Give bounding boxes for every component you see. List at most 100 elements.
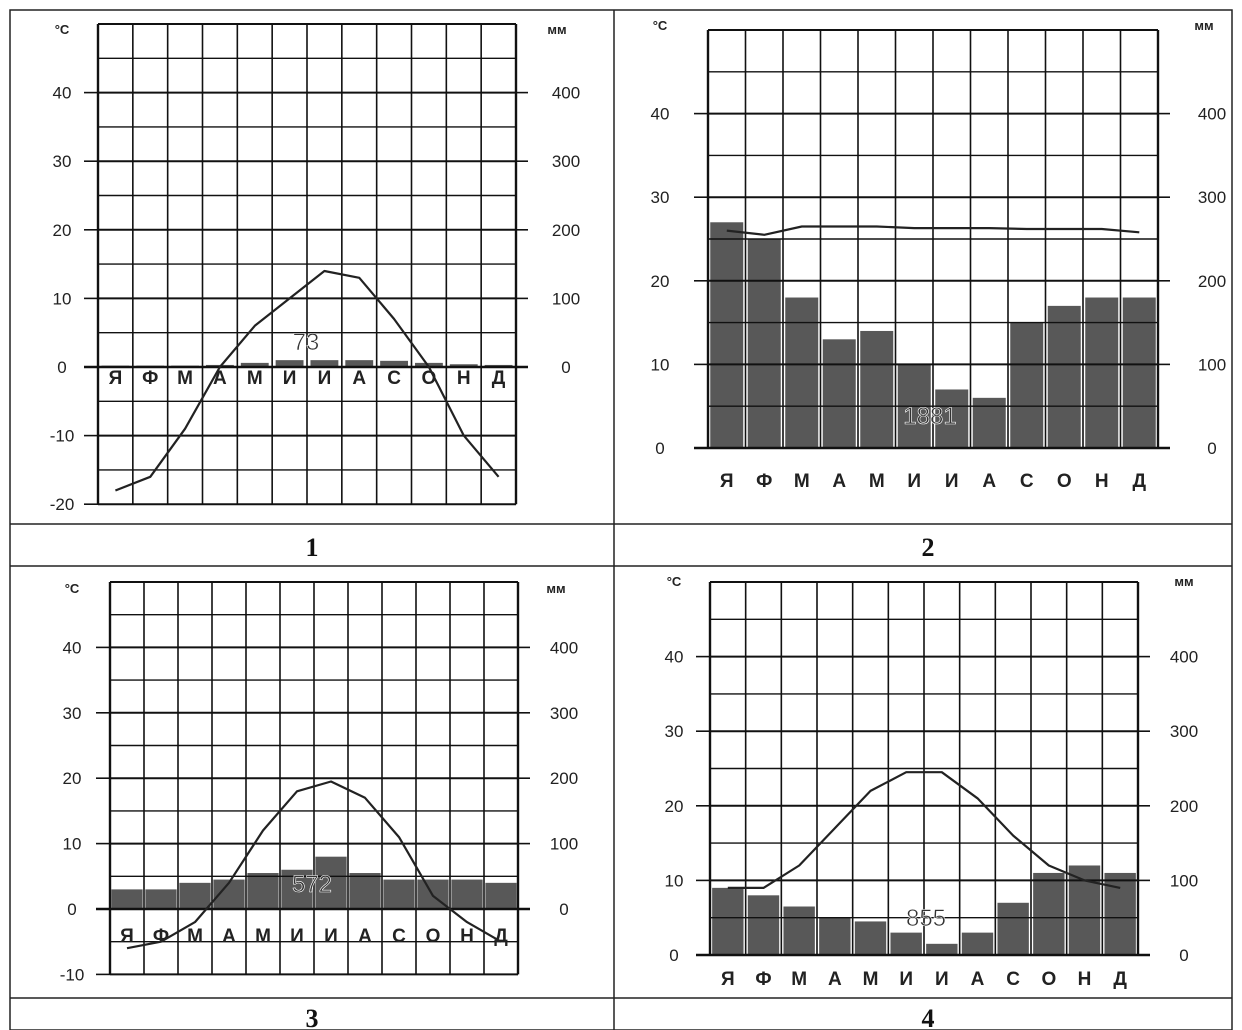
month-label-12: Д [494, 926, 508, 947]
precip-tick-label: 200 [550, 769, 578, 788]
precip-bar-7 [310, 360, 339, 367]
precip-bar-8 [349, 873, 381, 909]
precip-tick-label: 100 [550, 835, 578, 854]
precip-tick-label: 0 [561, 358, 570, 377]
temp-tick-label: -10 [50, 427, 75, 446]
month-label-1: Я [720, 471, 734, 492]
precip-bar-2 [747, 895, 780, 955]
month-label-8: А [352, 368, 366, 389]
temp-tick-label: 10 [53, 289, 72, 308]
temp-tick-label: 0 [57, 358, 66, 377]
month-label-1: Я [109, 368, 123, 389]
temp-unit-label: °C [55, 22, 70, 37]
temp-unit-label: °C [653, 18, 668, 33]
precip-bar-9 [1010, 322, 1044, 448]
precip-bar-11 [1068, 865, 1101, 955]
temp-tick-label: 30 [63, 704, 82, 723]
month-label-12: Д [1132, 471, 1146, 492]
precip-tick-label: 100 [1170, 871, 1198, 890]
month-label-3: М [177, 368, 193, 389]
temp-tick-label: 40 [53, 84, 72, 103]
precip-bar-12 [1122, 297, 1156, 448]
precip-bar-10 [1033, 872, 1065, 955]
caption-row: 1 2 3 4 [306, 533, 935, 1030]
month-label-11: Н [460, 926, 474, 947]
month-label-6: И [899, 969, 913, 990]
precip-bar-1 [111, 889, 143, 909]
precip-tick-label: 100 [1198, 355, 1226, 374]
month-label-7: И [324, 926, 338, 947]
precip-bar-5 [247, 873, 279, 909]
annual-precip-total: 73 [293, 329, 320, 356]
month-label-2: Ф [755, 969, 771, 990]
precip-bar-5 [860, 330, 894, 448]
month-label-3: М [794, 471, 810, 492]
precip-bar-6 [890, 932, 922, 955]
precip-bar-10 [414, 362, 443, 367]
precip-tick-label: 0 [1179, 946, 1188, 965]
month-label-4: А [213, 368, 227, 389]
temp-tick-label: 10 [63, 835, 82, 854]
temp-tick-label: 20 [665, 797, 684, 816]
temp-tick-label: 0 [669, 946, 678, 965]
month-label-7: И [945, 471, 959, 492]
table-frame [9, 9, 1233, 1030]
month-label-5: М [869, 471, 885, 492]
precip-bar-11 [1085, 297, 1119, 448]
chart-caption-1: 1 [306, 533, 319, 562]
temp-tick-label: 0 [67, 900, 76, 919]
chart-grid [694, 29, 1170, 450]
precip-unit-label: мм [547, 22, 566, 37]
precip-bar-10 [1047, 305, 1081, 448]
precip-bar-4 [819, 917, 851, 955]
precip-tick-label: 200 [1170, 797, 1198, 816]
month-label-11: Н [457, 368, 471, 389]
month-label-1: Я [721, 969, 735, 990]
temp-tick-label: -10 [60, 965, 85, 984]
precip-bar-1 [710, 222, 744, 448]
chart-caption-3: 3 [306, 1004, 319, 1030]
month-label-8: А [358, 926, 372, 947]
precip-bar-11 [449, 364, 478, 367]
month-label-6: И [283, 368, 297, 389]
month-label-1: Я [120, 926, 134, 947]
precip-tick-label: 100 [552, 289, 580, 308]
temperature-line [114, 269, 500, 492]
precip-tick-label: 400 [1198, 105, 1226, 124]
precip-tick-label: 300 [552, 152, 580, 171]
precip-bar-7 [935, 389, 969, 448]
precip-tick-label: 300 [1170, 722, 1198, 741]
month-label-8: А [971, 969, 985, 990]
precip-bar-2 [145, 889, 177, 909]
temp-tick-label: 40 [665, 648, 684, 667]
chart-grid [84, 23, 528, 506]
precip-bar-6 [275, 360, 304, 367]
temp-tick-label: 30 [53, 152, 72, 171]
precip-bar-8 [972, 397, 1006, 448]
month-label-12: Д [492, 368, 506, 389]
precip-tick-label: 0 [1207, 439, 1216, 458]
precip-tick-label: 400 [1170, 648, 1198, 667]
month-label-10: О [1057, 471, 1072, 492]
precip-bar-5 [240, 362, 269, 367]
temp-tick-label: 40 [63, 638, 82, 657]
month-label-3: М [791, 969, 807, 990]
month-label-6: И [290, 926, 304, 947]
month-label-11: Н [1078, 969, 1092, 990]
temp-tick-label: 40 [651, 105, 670, 124]
temp-tick-label: 30 [665, 722, 684, 741]
precip-bar-9 [383, 879, 415, 909]
temp-tick-label: 20 [651, 272, 670, 291]
temperature-line [727, 771, 1121, 889]
precip-bar-11 [451, 879, 483, 909]
temp-tick-label: 10 [651, 355, 670, 374]
precip-bar-2 [747, 239, 781, 448]
